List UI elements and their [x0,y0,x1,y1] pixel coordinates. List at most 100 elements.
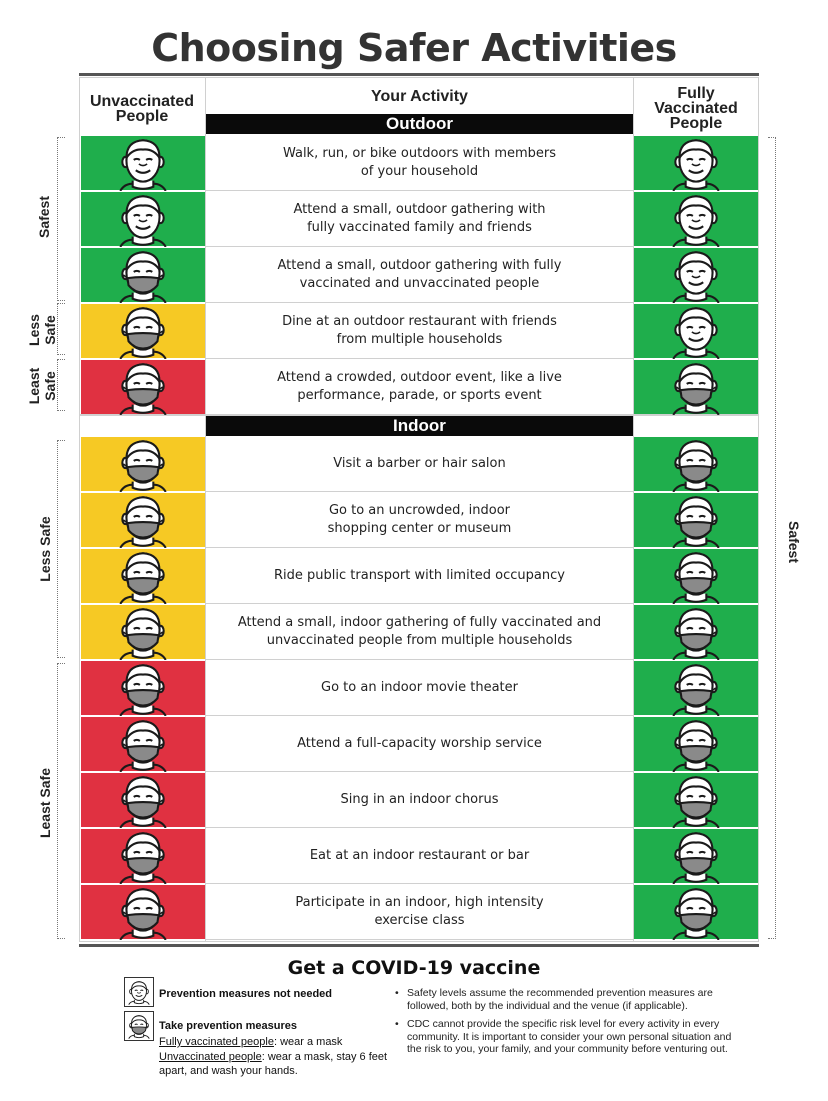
masked-face-icon [81,605,205,660]
section-indoor: Indoor [206,416,633,436]
right-safest-bracket [768,137,776,939]
masked-face-icon [81,248,205,303]
notes-list: Safety levels assume the recommended pre… [392,987,742,1062]
masked-face-icon [81,437,205,492]
fully-vaccinated-rest: : wear a mask [273,1036,343,1048]
activity-text-lines: Attend a small, indoor gathering of full… [238,614,601,650]
indoor-frame [79,415,759,942]
divider [205,415,206,942]
legend-unvaccinated-line2: apart, and wash your hands. [159,1065,298,1077]
masked-face-icon [634,437,758,492]
masked-face-icon [634,773,758,828]
activity-line: Go to an uncrowded, indoor [328,503,511,518]
activity-line: shopping center or museum [327,521,512,536]
activity-line: Dine at an outdoor restaurant with frien… [282,314,557,329]
masked-face-icon [81,829,205,884]
divider [633,415,634,942]
table-row: Dine at an outdoor restaurant with frien… [80,304,758,360]
side-label-line: Safe [42,371,58,401]
no-mask-face-icon [634,304,758,359]
vaccine-heading: Get a COVID-19 vaccine [287,957,541,979]
activity-text: Sing in an indoor chorus [206,773,633,828]
side-label-least-safe-indoor: Least Safe [37,767,53,839]
activity-text: Walk, run, or bike outdoors with members… [206,136,633,191]
legend-no-mask-label: Prevention measures not needed [159,988,332,1000]
divider [633,77,634,415]
activity-line: fully vaccinated family and friends [307,220,532,235]
table-row: Go to an indoor movie theater [80,661,758,717]
activity-text: Attend a small, outdoor gathering with f… [206,248,633,303]
side-label-line: Least [26,367,42,405]
side-label-line: Safe [42,315,58,345]
activity-line: Eat at an indoor restaurant or bar [309,848,530,863]
fully-vaccinated-link: Fully vaccinated people [159,1036,274,1048]
activity-line: Attend a small, outdoor gathering with [293,202,546,217]
activity-line: exercise class [374,913,465,928]
activity-line: Sing in an indoor chorus [340,792,499,807]
section-outdoor: Outdoor [206,114,633,134]
header-unvaccinated-line2: People [115,108,169,125]
masked-face-icon [634,717,758,772]
activity-text-lines: Go to an uncrowded, indoor shopping cente… [328,502,512,538]
activity-text-lines: Attend a crowded, outdoor event, like a … [277,369,562,405]
table-row: Sing in an indoor chorus [80,773,758,829]
unvaccinated-rest: : wear a mask, stay 6 feet [261,1051,388,1063]
header-vaccinated-line2: Vaccinated [654,100,738,117]
activity-text-lines: Ride public transport with limited occup… [274,567,565,585]
table-row: Walk, run, or bike outdoors with members… [80,136,758,192]
no-mask-face-icon [634,248,758,303]
masked-face-icon [81,885,205,940]
activity-text-lines: Attend a small, outdoor gathering with fu… [293,201,545,237]
activity-line: Attend a small, indoor gathering of full… [237,615,602,630]
table-row: Eat at an indoor restaurant or bar [80,829,758,885]
activity-text: Attend a crowded, outdoor event, like a … [206,360,633,415]
activity-text-lines: Eat at an indoor restaurant or bar [310,847,529,865]
legend-mask-label: Take prevention measures [159,1020,297,1032]
note-item: CDC cannot provide the specific risk lev… [392,1018,742,1056]
activity-text-lines: Dine at an outdoor restaurant with frien… [282,313,557,349]
activity-text-lines: Visit a barber or hair salon [333,455,506,473]
header-vaccinated-line3: People [669,115,723,132]
table-row: Attend a small, outdoor gathering with f… [80,248,758,304]
activity-text-lines: Go to an indoor movie theater [321,679,518,697]
activity-line: Walk, run, or bike outdoors with members [282,146,557,161]
activity-text: Attend a small, outdoor gathering with fu… [206,192,633,247]
masked-face-icon [81,717,205,772]
masked-face-icon [81,549,205,604]
side-label-least-safe-outdoor: Least Safe [26,361,58,411]
activity-line: Ride public transport with limited occup… [274,568,565,583]
header-unvaccinated: Unvaccinated People [80,94,204,125]
masked-face-icon [81,360,205,415]
table-row: Attend a full-capacity worship service [80,717,758,773]
activity-text: Go to an uncrowded, indoor shopping cente… [206,493,633,548]
activity-line: Attend a crowded, outdoor event, like a … [277,370,562,385]
side-label-safest: Safest [36,195,52,239]
masked-face-icon [81,493,205,548]
safest-bracket [57,137,65,301]
activity-line: of your household [360,164,479,179]
activity-text-lines: Sing in an indoor chorus [341,791,499,809]
activity-line: vaccinated and unvaccinated people [299,276,540,291]
least-safe-outdoor-bracket [57,359,65,411]
activity-text: Eat at an indoor restaurant or bar [206,829,633,884]
no-mask-face-icon [634,192,758,247]
unvaccinated-link: Unvaccinated people [159,1051,262,1063]
no-mask-face-icon [81,136,205,191]
masked-face-icon [634,661,758,716]
activity-line: performance, parade, or sports event [297,388,542,403]
activity-text: Visit a barber or hair salon [206,437,633,492]
masked-face-icon [634,493,758,548]
side-label-less-safe-outdoor: Less Safe [26,305,58,355]
activity-text: Attend a small, indoor gathering of full… [206,605,633,660]
page-title: Choosing Safer Activities [151,26,677,70]
masked-face-icon [81,773,205,828]
table-row: Participate in an indoor, high intensity… [80,885,758,941]
activity-text: Go to an indoor movie theater [206,661,633,716]
activity-text-lines: Attend a small, outdoor gathering with f… [278,257,562,293]
masked-face-icon [634,605,758,660]
legend-fully-vaccinated: Fully vaccinated people: wear a mask [159,1036,342,1048]
activity-text: Ride public transport with limited occup… [206,549,633,604]
legend-unvaccinated: Unvaccinated people: wear a mask, stay 6… [159,1051,387,1063]
side-label-line: Less [26,314,42,346]
bottom-rule [79,944,759,947]
